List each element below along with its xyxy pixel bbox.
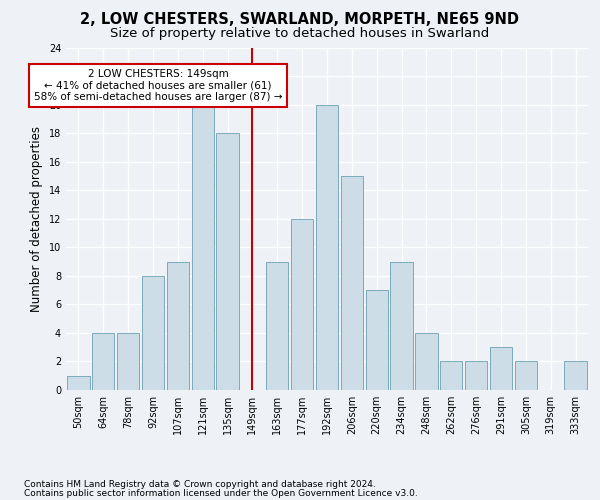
Text: 2, LOW CHESTERS, SWARLAND, MORPETH, NE65 9ND: 2, LOW CHESTERS, SWARLAND, MORPETH, NE65…	[80, 12, 520, 28]
Bar	[391, 262, 413, 390]
Bar	[191, 104, 214, 390]
Bar	[365, 290, 388, 390]
Text: Contains public sector information licensed under the Open Government Licence v3: Contains public sector information licen…	[24, 488, 418, 498]
Bar	[92, 333, 115, 390]
Bar	[515, 362, 537, 390]
Bar	[341, 176, 363, 390]
Bar	[490, 347, 512, 390]
Bar	[440, 362, 463, 390]
Bar	[117, 333, 139, 390]
Text: 2 LOW CHESTERS: 149sqm
← 41% of detached houses are smaller (61)
58% of semi-det: 2 LOW CHESTERS: 149sqm ← 41% of detached…	[34, 69, 282, 102]
Bar	[266, 262, 289, 390]
Bar	[565, 362, 587, 390]
Text: Size of property relative to detached houses in Swarland: Size of property relative to detached ho…	[110, 28, 490, 40]
Y-axis label: Number of detached properties: Number of detached properties	[30, 126, 43, 312]
Bar	[465, 362, 487, 390]
Bar	[415, 333, 437, 390]
Bar	[316, 104, 338, 390]
Bar	[67, 376, 89, 390]
Text: Contains HM Land Registry data © Crown copyright and database right 2024.: Contains HM Land Registry data © Crown c…	[24, 480, 376, 489]
Bar	[217, 133, 239, 390]
Bar	[291, 219, 313, 390]
Bar	[167, 262, 189, 390]
Bar	[142, 276, 164, 390]
